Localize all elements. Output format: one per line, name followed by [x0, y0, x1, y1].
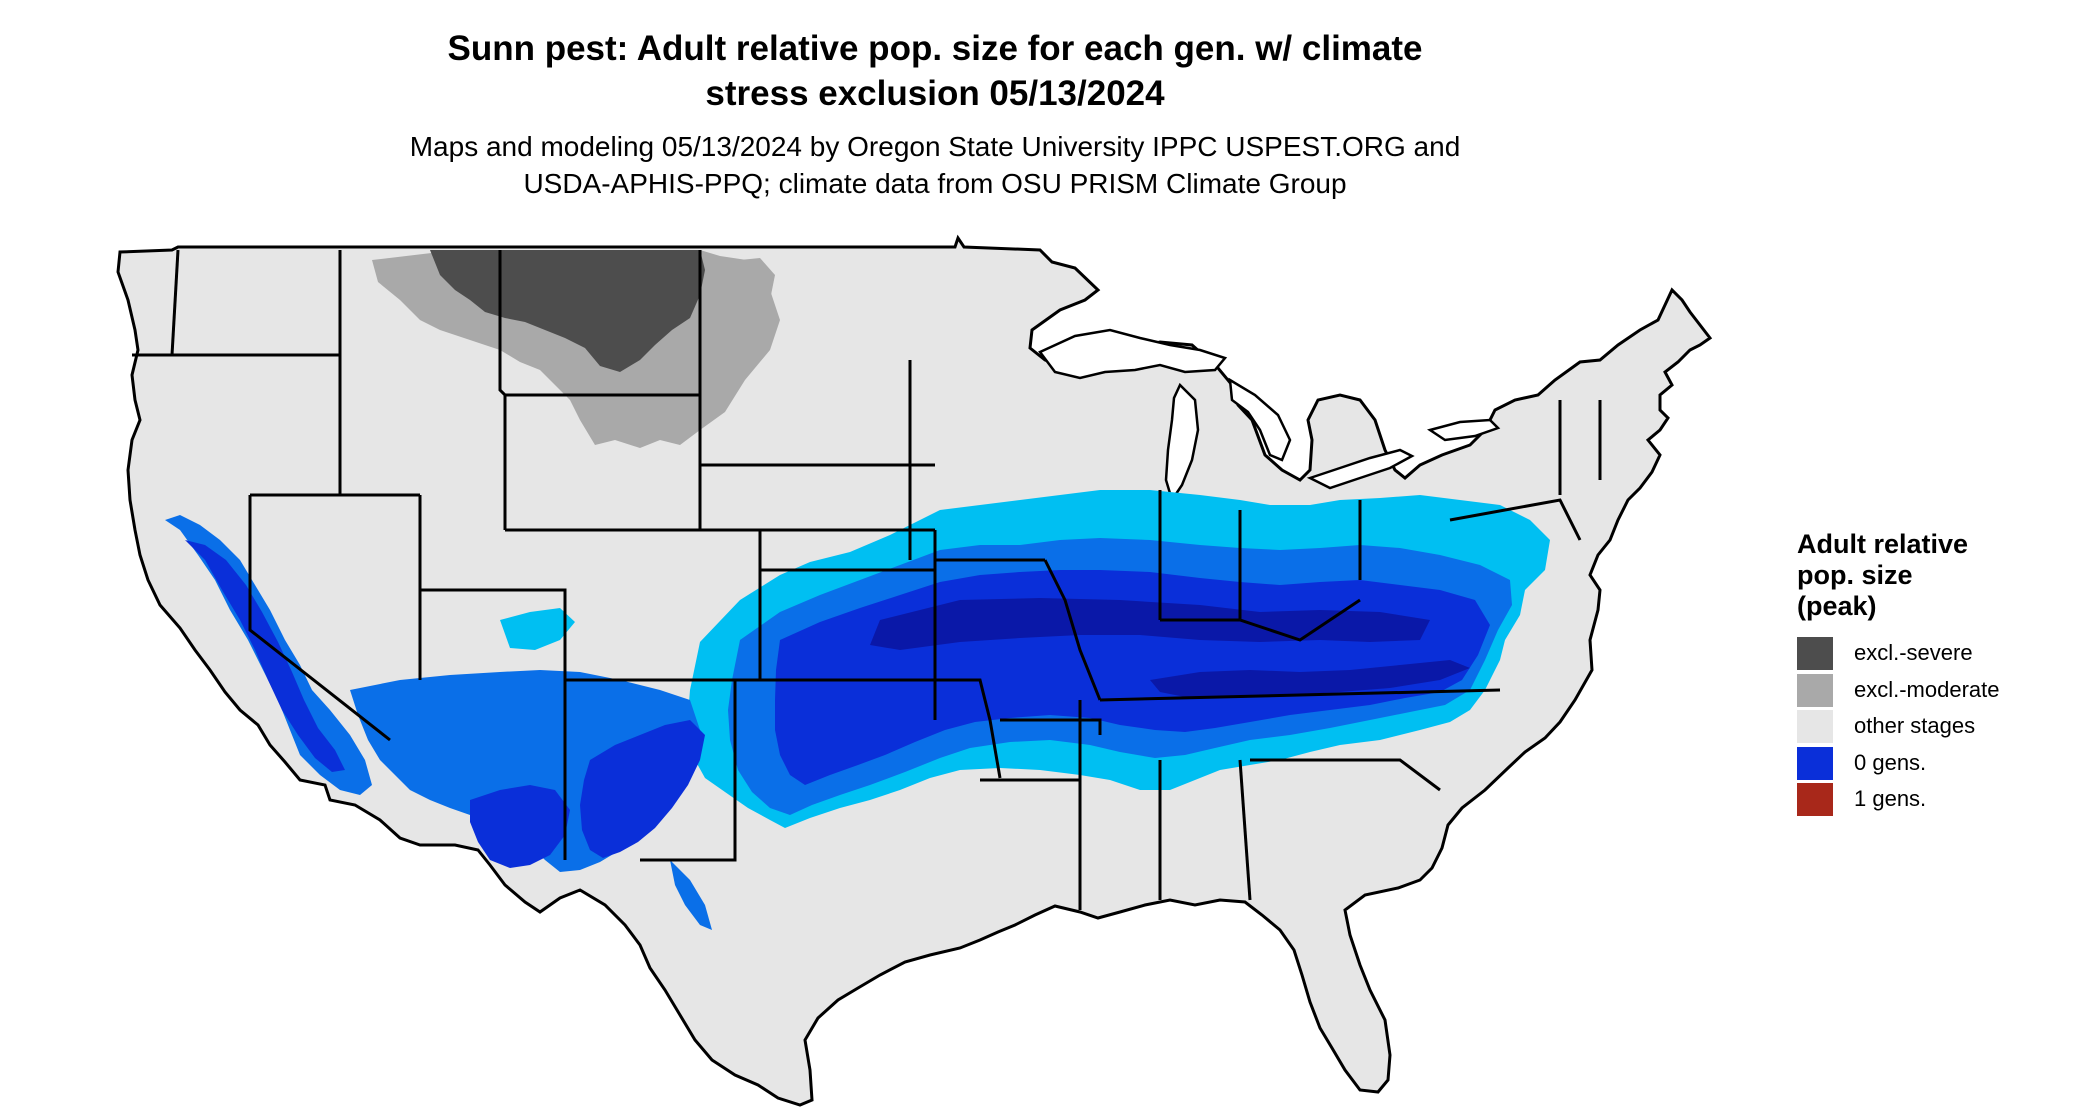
legend-swatch-excl-moderate: [1797, 673, 1833, 707]
legend-item-excl-moderate: excl.-moderate: [1797, 671, 2037, 708]
subtitle-line-1: Maps and modeling 05/13/2024 by Oregon S…: [409, 131, 1461, 162]
legend-swatch-0-gens: [1797, 746, 1833, 780]
navy-streak-2: [1150, 660, 1470, 698]
subtitle-line-2: USDA-APHIS-PPQ; climate data from OSU PR…: [523, 168, 1347, 199]
map-title: Sunn pest: Adult relative pop. size for …: [0, 26, 1870, 116]
lake-ontario: [1427, 418, 1501, 442]
excl-moderate-region-2: [720, 258, 775, 305]
lake-huron: [1228, 377, 1292, 462]
west-light-blue: [500, 608, 575, 650]
legend-item-0-gens: 0 gens.: [1797, 744, 2037, 781]
legend-item-excl-severe: excl.-severe: [1797, 634, 2037, 671]
state-borders: [132, 249, 1602, 910]
legend-list: excl.-severe excl.-moderate other stages…: [1797, 634, 2037, 817]
legend-swatch-excl-severe: [1797, 637, 1833, 670]
west-blue-4: [580, 720, 705, 858]
legend-label-excl-severe: excl.-severe: [1854, 640, 1973, 665]
lake-erie: [1306, 448, 1415, 490]
legend-label-other-stages: other stages: [1854, 713, 1976, 738]
legend-label-0-gens: 0 gens.: [1854, 749, 1927, 775]
us-map: [116, 234, 1713, 1107]
map-legend: Adult relative pop. size (peak) excl.-se…: [1797, 529, 2037, 817]
legend-label-excl-moderate: excl.-moderate: [1854, 676, 2000, 702]
legend-title-line-1: Adult relative: [1797, 529, 1969, 559]
legend-item-1-gens: 1 gens.: [1797, 780, 2037, 817]
legend-title: Adult relative pop. size (peak): [1797, 529, 2037, 622]
west-blue-5: [470, 785, 570, 868]
west-blue-2: [185, 540, 345, 772]
title-line-1: Sunn pest: Adult relative pop. size for …: [447, 29, 1423, 68]
legend-title-line-2: pop. size: [1797, 560, 1913, 590]
legend-swatch-other-stages: [1797, 710, 1833, 743]
legend-item-other-stages: other stages: [1797, 707, 2037, 744]
texas-light-blue: [670, 860, 712, 930]
legend-title-line-3: (peak): [1797, 591, 1877, 621]
title-line-2: stress exclusion 05/13/2024: [705, 74, 1165, 113]
legend-label-1-gens: 1 gens.: [1854, 786, 1927, 811]
map-subtitle: Maps and modeling 05/13/2024 by Oregon S…: [0, 128, 1870, 202]
legend-swatch-1-gens: [1797, 783, 1833, 816]
lake-superior: [1038, 328, 1228, 380]
